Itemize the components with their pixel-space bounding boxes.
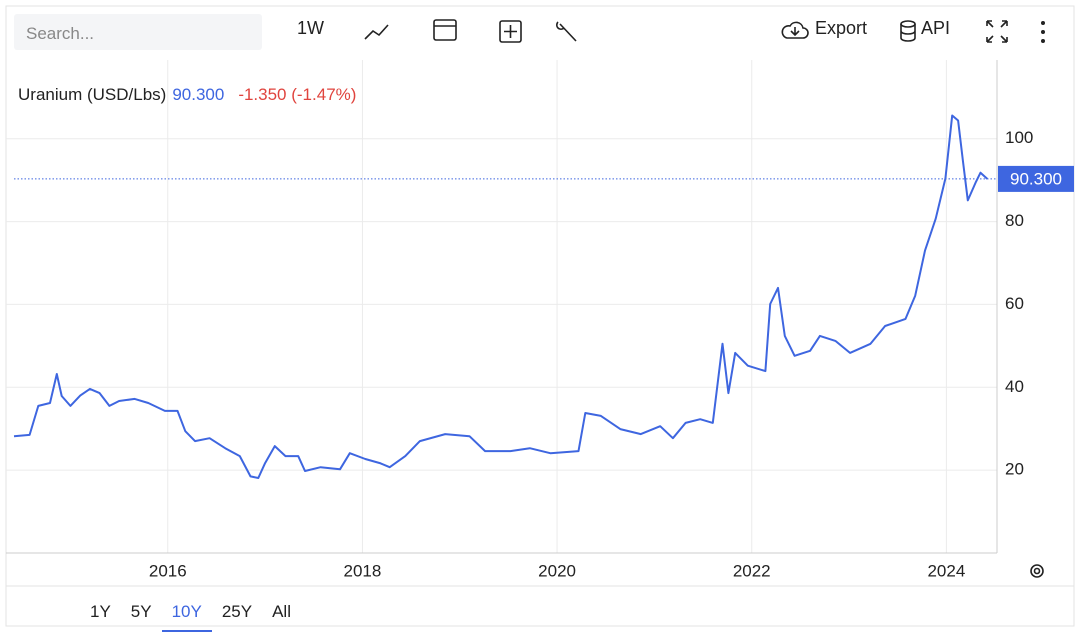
x-tick-label: 2024 [927,561,965,580]
gear-icon-center [1033,567,1041,575]
range-button[interactable]: 5Y [130,602,152,621]
legend-name: Uranium (USD/Lbs) [18,85,166,104]
legend-last: 90.300 [172,85,224,104]
settings-wrench-icon [555,21,577,42]
toolbar-icons [364,19,1044,578]
range-button[interactable]: 10Y [161,596,212,632]
legend: Uranium (USD/Lbs) 90.300 -1.350 (-1.47%) [18,85,356,104]
x-tick-label: 2022 [733,561,771,580]
y-tick-label: 80 [1005,211,1024,230]
x-tick-label: 2016 [149,561,187,580]
y-tick-label: 40 [1005,377,1024,396]
export-button[interactable]: Export [815,18,868,38]
legend-change: -1.350 (-1.47%) [238,85,356,104]
api-button[interactable]: API [921,18,951,38]
calendar-icon [433,19,457,41]
interval-button[interactable]: 1W [297,18,324,38]
add-icon-plus [504,25,517,38]
last-price-box [998,165,1074,192]
dot [1041,21,1045,25]
dot [1041,30,1045,34]
y-tick-label: 60 [1005,294,1024,313]
price-line [13,114,988,479]
chart-type-icon [364,24,389,40]
last-price-label: 90.300 [1010,169,1062,188]
dot [1041,39,1045,43]
add-icon [499,20,522,43]
menu-icon [1041,21,1045,43]
y-tick-label: 100 [1005,128,1033,147]
range-button[interactable]: All [272,602,291,621]
range-button[interactable]: 25Y [221,602,253,621]
search-box[interactable]: Search... [14,14,262,50]
y-tick-label: 20 [1005,460,1024,479]
range-selector: 1Y 5Y 10Y 25Y All [80,596,301,632]
export-icon [781,21,809,39]
range-button[interactable]: 1Y [90,602,111,621]
gear-icon [1030,564,1044,578]
api-icon-body [900,24,916,42]
x-tick-label: 2018 [344,561,382,580]
frame [5,5,1075,627]
api-icon [900,20,916,28]
x-tick-label: 2020 [538,561,576,580]
fullscreen-icon [986,20,1008,43]
